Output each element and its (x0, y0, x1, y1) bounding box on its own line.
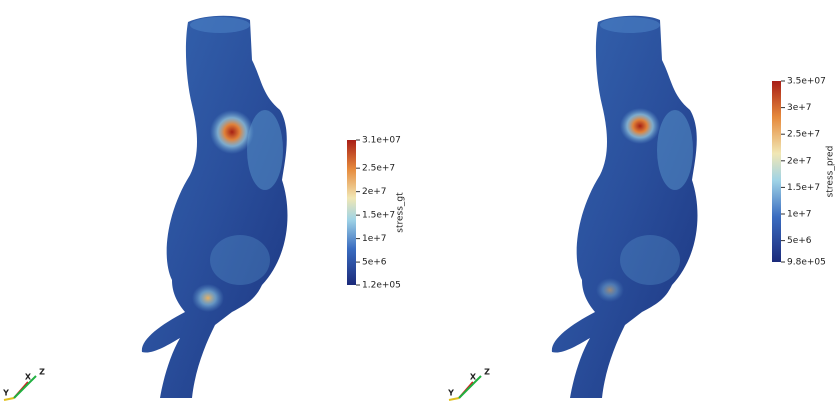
tick-label: 1e+7 (787, 210, 812, 220)
axis-arrow (4, 398, 14, 400)
tick-label: 2.5e+7 (362, 164, 395, 174)
colorbar-gradient (347, 140, 356, 285)
scene: 1.2e+05 5e+6 1e+7 1.5e+7 2e+7 2.5e+7 3.1e+07 st… (0, 0, 836, 406)
axis-label: Y (447, 389, 454, 398)
axis-label: Y (2, 389, 9, 398)
tick-label: 3.5e+07 (787, 77, 826, 87)
tick-label: 1.2e+05 (362, 281, 401, 291)
axis-arrow (449, 398, 459, 400)
tick-label: 5e+6 (787, 236, 812, 246)
tick-label: 3.1e+07 (362, 136, 401, 146)
axes-triad: XYZ (2, 368, 45, 401)
colorbar: 1.2e+05 5e+6 1e+7 1.5e+7 2e+7 2.5e+7 3.1e+07 st… (347, 136, 406, 291)
axes-triad: XYZ (447, 368, 490, 401)
right-render (552, 16, 698, 398)
tick-label: 2.5e+7 (787, 130, 820, 140)
tick-label: 5e+6 (362, 258, 387, 268)
colorbar-title: stress_pred (826, 146, 836, 198)
tick-label: 1.5e+7 (787, 183, 820, 193)
tick-label: 3e+7 (787, 103, 812, 113)
colorbar-title: stress_gt (396, 192, 406, 233)
axis-label: Z (484, 368, 490, 377)
tick-label: 1e+7 (362, 234, 387, 244)
colorbar-gradient (772, 81, 781, 262)
page: {"panels": [ {"colorbar": {"title": "str… (0, 0, 836, 406)
left-render (142, 16, 288, 398)
tick-label: 2e+7 (787, 156, 812, 166)
tick-label: 9.8e+05 (787, 258, 826, 268)
colorbar: 9.8e+05 5e+6 1e+7 1.5e+7 2e+7 2.5e+7 3e+7 3.5e+… (772, 77, 836, 268)
axis-label: Z (39, 368, 45, 377)
tick-label: 2e+7 (362, 187, 387, 197)
tick-label: 1.5e+7 (362, 211, 395, 221)
